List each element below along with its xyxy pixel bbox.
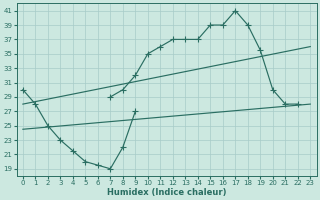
X-axis label: Humidex (Indice chaleur): Humidex (Indice chaleur) <box>107 188 226 197</box>
